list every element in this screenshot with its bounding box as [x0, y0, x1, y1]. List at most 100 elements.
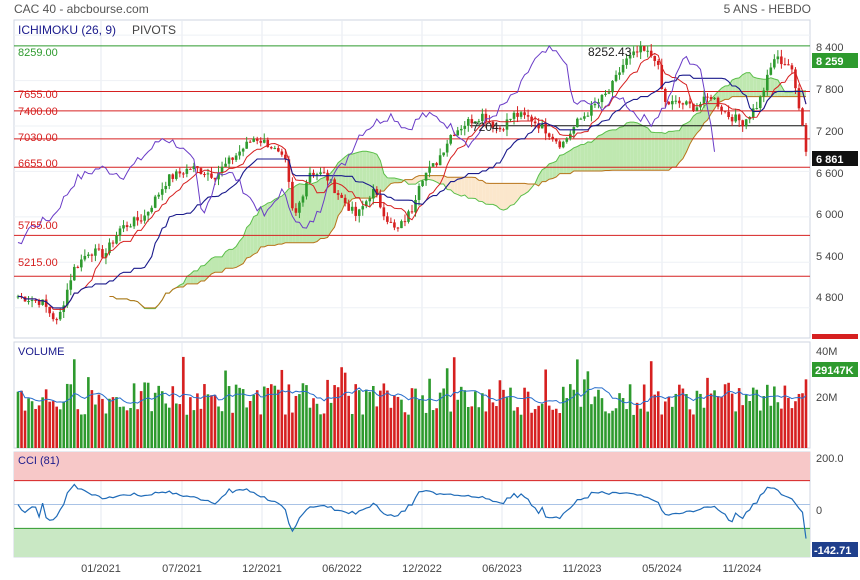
cloud-segment-129: [563, 152, 567, 174]
cloud-segment-57: [309, 183, 314, 243]
volume-bar-173: [625, 409, 628, 448]
candle-body-45: [175, 171, 178, 179]
candle-body-189: [681, 103, 685, 105]
last-vol-badge-bg: [812, 362, 858, 377]
candle-body-106: [389, 221, 393, 223]
candle-body-163: [590, 105, 593, 116]
volume-bar-23: [97, 394, 101, 448]
volume-bar-127: [463, 390, 467, 448]
candle-body-28: [115, 235, 118, 244]
volume-bar-135: [491, 402, 495, 448]
candle-body-181: [653, 55, 657, 61]
volume-bar-121: [442, 388, 445, 448]
cloud-segment-48: [278, 196, 282, 245]
candle-body-56: [213, 177, 217, 180]
candle-body-83: [308, 172, 312, 183]
candle-body-110: [403, 221, 407, 223]
candle-body-165: [597, 102, 600, 104]
cloud-segment-114: [510, 183, 515, 206]
pivot-label-6655: 6655.00: [18, 158, 58, 170]
candle-body-139: [505, 119, 509, 130]
candle-body-84: [312, 172, 315, 175]
candle-body-87: [322, 172, 326, 174]
cloud-segment-122: [538, 169, 543, 186]
cci-label: CCI (81): [18, 455, 60, 467]
price-panel-frame: [13, 19, 811, 339]
candle-body-151: [547, 133, 551, 137]
cloud-segment-77: [380, 160, 384, 192]
volume-bar-38: [150, 411, 153, 448]
cloud-segment-140: [601, 132, 606, 171]
candle-body-137: [498, 127, 502, 130]
cloud-segment-45: [267, 202, 272, 246]
volume-bar-163: [590, 404, 593, 448]
volume-bar-161: [583, 379, 586, 448]
cloud-segment-123: [542, 167, 546, 182]
candle-body-91: [336, 193, 340, 195]
volume-bar-75: [280, 369, 284, 448]
volume-bar-92: [340, 367, 343, 448]
volume-bar-209: [751, 387, 755, 448]
candle-body-127: [463, 125, 467, 129]
cloud-segment-28: [207, 258, 212, 278]
volume-bar-88: [326, 379, 329, 448]
cloud-segment-190: [777, 79, 782, 97]
volume-bar-36: [143, 382, 146, 448]
volume-bar-78: [291, 412, 294, 448]
candle-body-216: [776, 56, 780, 60]
volume-bar-106: [389, 407, 393, 448]
candle-body-204: [734, 114, 737, 122]
candle-body-166: [600, 94, 604, 103]
volume-bar-136: [495, 406, 498, 448]
cloud-segment-134: [580, 144, 585, 171]
volume-bar-68: [255, 390, 259, 448]
volume-bar-62: [234, 384, 238, 448]
cloud-segment-132: [573, 146, 578, 171]
candle-body-211: [758, 96, 762, 109]
cloud-segment-194: [791, 90, 796, 97]
cloud-segment-158: [665, 131, 669, 171]
volume-bar-204: [734, 411, 737, 448]
candle-body-27: [111, 242, 115, 244]
candle-body-65: [245, 141, 248, 149]
candle-body-41: [160, 189, 164, 195]
volume-bar-185: [667, 397, 671, 448]
volume-bar-0: [16, 391, 20, 448]
candle-body-207: [744, 119, 748, 127]
volume-bar-114: [417, 399, 421, 448]
candle-body-217: [780, 56, 783, 65]
volume-bar-184: [663, 401, 667, 448]
volume-bar-104: [382, 383, 386, 448]
cloud-segment-151: [640, 124, 645, 171]
candle-body-136: [495, 127, 498, 129]
cloud-segment-167: [696, 112, 701, 134]
volume-bar-207: [744, 394, 748, 448]
volume-bar-199: [716, 396, 720, 448]
candle-body-114: [417, 186, 421, 200]
ichimoku-label: ICHIMOKU (26, 9): [18, 23, 116, 37]
volume-bar-149: [540, 403, 544, 448]
candle-body-10: [51, 313, 55, 320]
candle-body-6: [37, 300, 41, 305]
cloud-segment-54: [299, 183, 303, 243]
volume-bar-155: [561, 386, 565, 448]
candle-body-149: [540, 123, 544, 129]
cloud-segment-49: [281, 192, 286, 245]
candle-body-154: [558, 141, 562, 148]
volume-bar-210: [755, 389, 759, 448]
x-label-07-2021: 07/2021: [162, 563, 202, 575]
volume-bar-7: [41, 397, 44, 448]
cloud-segment-38: [243, 227, 247, 264]
cloud-segment-124: [545, 163, 550, 182]
cloud-segment-149: [633, 122, 638, 171]
cloud-segment-138: [594, 135, 599, 171]
volume-bar-174: [628, 384, 632, 448]
cloud-segment-40: [250, 216, 254, 258]
candle-body-74: [277, 148, 280, 152]
volume-bar-32: [129, 408, 132, 448]
candle-body-76: [284, 154, 287, 160]
volume-bar-35: [139, 391, 143, 448]
candle-body-105: [386, 216, 389, 222]
candle-body-52: [199, 168, 203, 175]
candle-body-185: [667, 101, 671, 105]
